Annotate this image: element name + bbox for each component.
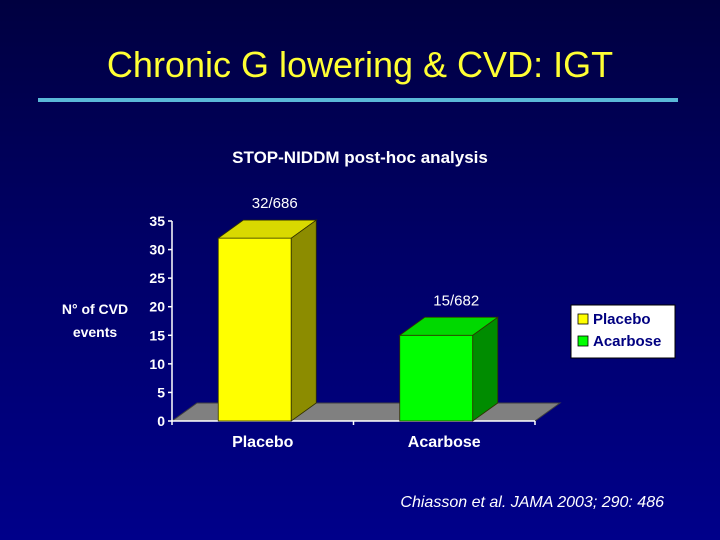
legend-label: Acarbose (593, 333, 661, 350)
y-tick-label: 15 (149, 327, 165, 343)
bar-side (290, 219, 317, 422)
y-tick-label: 35 (149, 213, 165, 229)
y-tick-label: 5 (157, 384, 165, 400)
chart-title: STOP-NIDDM post-hoc analysis (232, 148, 488, 167)
legend-label: Placebo (593, 311, 651, 328)
y-tick-label: 20 (149, 299, 165, 315)
citation: Chiasson et al. JAMA 2003; 290: 486 (400, 494, 664, 511)
x-category-label: Acarbose (408, 434, 481, 451)
bar-data-label: 15/682 (433, 292, 479, 309)
bar-side (472, 316, 499, 422)
bars: 32/686 Placebo 15/682 Acarbose (217, 195, 499, 451)
x-category-label: Placebo (232, 434, 294, 451)
bar-acarbose (398, 316, 499, 422)
y-axis: 0 5 10 15 20 25 30 35 (149, 213, 536, 429)
legend: Placebo Acarbose (570, 304, 676, 359)
y-tick-label: 10 (149, 356, 165, 372)
legend-swatch (577, 313, 589, 325)
slide-title: Chronic G lowering & CVD: IGT (106, 44, 614, 85)
bar-front (217, 237, 292, 422)
bar-placebo (217, 219, 318, 422)
title-divider (38, 98, 678, 102)
y-axis-label: N° of CVD events (62, 301, 128, 340)
bar-front (399, 334, 474, 422)
legend-swatch (577, 335, 589, 347)
y-axis-label-line: events (73, 324, 118, 340)
y-tick-label: 0 (157, 413, 165, 429)
y-axis-label-line: N° of CVD (62, 301, 128, 317)
y-tick-label: 30 (149, 242, 165, 258)
bar-data-label: 32/686 (252, 195, 298, 212)
y-tick-label: 25 (149, 270, 165, 286)
